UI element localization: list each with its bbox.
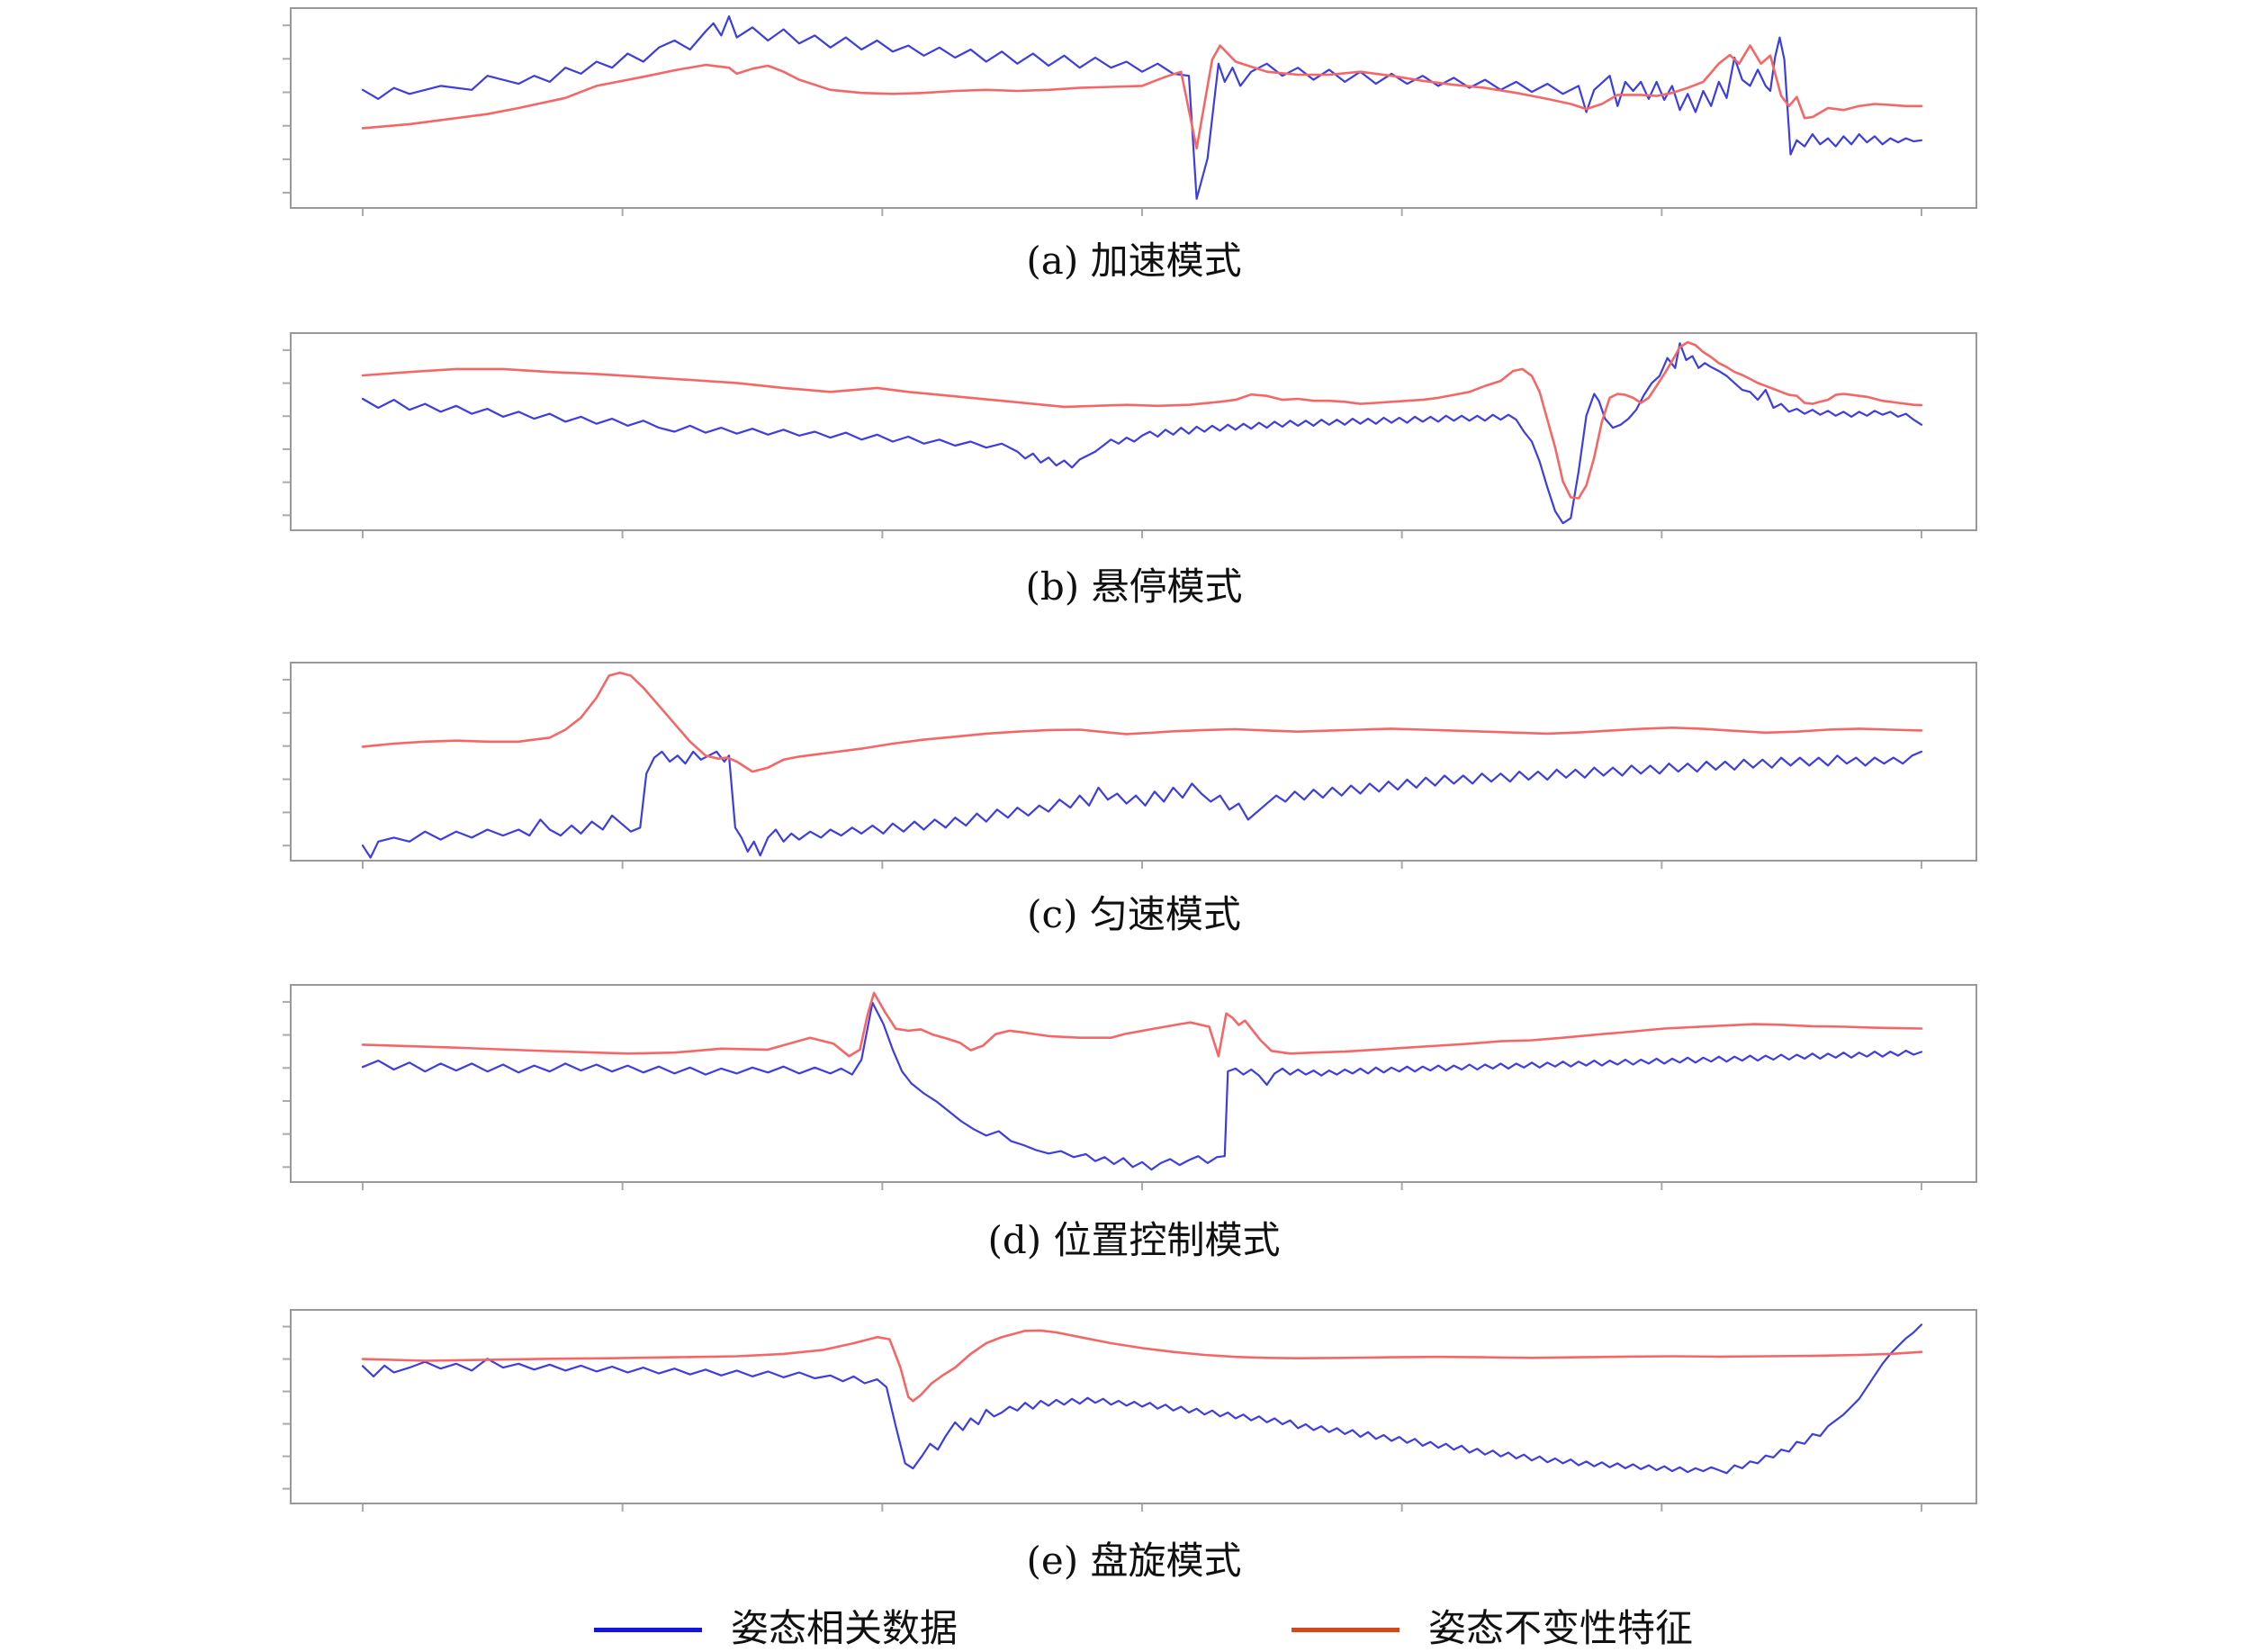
legend: 姿态相关数据 姿态不变性特征	[0, 1604, 2268, 1652]
legend-label: 姿态相关数据	[731, 1606, 958, 1650]
line-chart-c	[283, 662, 1977, 869]
line-chart-a	[283, 7, 1977, 216]
line-chart-d	[283, 984, 1977, 1190]
chart-panel-c	[283, 662, 1977, 869]
chart-panel-e	[283, 1309, 1977, 1512]
caption-c: (c) 匀速模式	[1027, 892, 1241, 936]
caption-d: (d) 位置控制模式	[987, 1218, 1281, 1262]
caption-a: (a) 加速模式	[1026, 239, 1242, 283]
chart-panel-b	[283, 332, 1977, 538]
caption-b: (b) 悬停模式	[1025, 564, 1243, 609]
chart-panel-d	[283, 984, 1977, 1190]
caption-e: (e) 盘旋模式	[1026, 1539, 1242, 1583]
line-chart-e	[283, 1309, 1977, 1512]
legend-line-red-icon	[1292, 1628, 1400, 1632]
legend-label: 姿态不变性特征	[1428, 1606, 1694, 1650]
chart-panel-a	[283, 7, 1977, 216]
line-chart-b	[283, 332, 1977, 538]
legend-line-blue-icon	[594, 1628, 702, 1632]
